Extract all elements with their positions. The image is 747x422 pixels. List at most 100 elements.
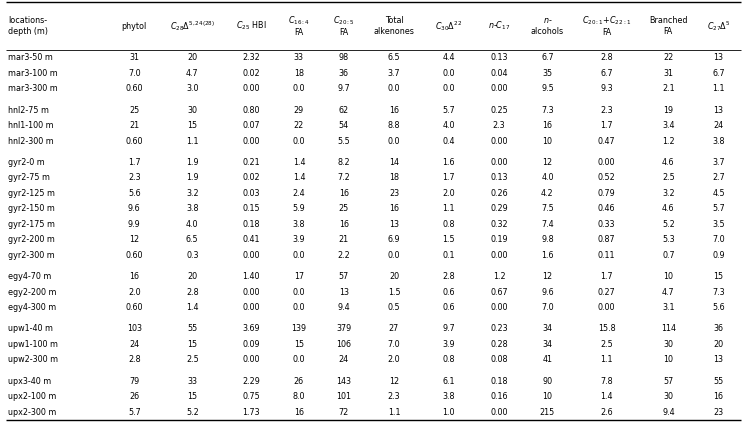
Text: 13: 13 [713, 53, 724, 62]
Text: 0.0: 0.0 [388, 137, 400, 146]
Text: 143: 143 [336, 377, 351, 386]
Text: 0.8: 0.8 [443, 220, 455, 229]
Text: 0.0: 0.0 [293, 288, 306, 297]
Text: 10: 10 [663, 272, 673, 281]
Text: 4.5: 4.5 [713, 189, 725, 198]
Text: $C_{30}\Delta^{22}$: $C_{30}\Delta^{22}$ [436, 19, 462, 33]
Text: 0.18: 0.18 [243, 220, 260, 229]
Text: 6.7: 6.7 [600, 69, 613, 78]
Text: 1.40: 1.40 [243, 272, 260, 281]
Text: 0.00: 0.00 [243, 84, 260, 93]
Text: 0.26: 0.26 [490, 189, 508, 198]
Text: 90: 90 [542, 377, 553, 386]
Text: gyr2-0 m: gyr2-0 m [8, 158, 45, 167]
Text: gyr2-150 m: gyr2-150 m [8, 204, 55, 214]
Text: 0.1: 0.1 [443, 251, 455, 260]
Text: egy4-300 m: egy4-300 m [8, 303, 56, 312]
Text: 2.1: 2.1 [662, 84, 675, 93]
Text: 9.4: 9.4 [338, 303, 350, 312]
Text: 34: 34 [542, 325, 552, 333]
Text: 114: 114 [661, 325, 676, 333]
Text: 1.9: 1.9 [186, 158, 199, 167]
Text: 0.46: 0.46 [598, 204, 616, 214]
Text: 0.87: 0.87 [598, 235, 616, 244]
Text: 0.09: 0.09 [243, 340, 260, 349]
Text: 2.4: 2.4 [293, 189, 306, 198]
Text: 3.0: 3.0 [186, 84, 199, 93]
Text: upx2-100 m: upx2-100 m [8, 392, 56, 401]
Text: 16: 16 [338, 189, 349, 198]
Text: $n$-$C_{17}$: $n$-$C_{17}$ [488, 20, 510, 32]
Text: 0.00: 0.00 [490, 158, 508, 167]
Text: 15.8: 15.8 [598, 325, 616, 333]
Text: 0.9: 0.9 [713, 251, 725, 260]
Text: 12: 12 [542, 272, 553, 281]
Text: 9.6: 9.6 [128, 204, 140, 214]
Text: 21: 21 [338, 235, 349, 244]
Text: 5.7: 5.7 [128, 408, 140, 417]
Text: 26: 26 [129, 392, 140, 401]
Text: 2.5: 2.5 [600, 340, 613, 349]
Text: 4.0: 4.0 [541, 173, 554, 182]
Text: 0.29: 0.29 [490, 204, 508, 214]
Text: 5.5: 5.5 [338, 137, 350, 146]
Text: hnl1-100 m: hnl1-100 m [8, 121, 54, 130]
Text: 2.3: 2.3 [388, 392, 400, 401]
Text: 23: 23 [389, 189, 399, 198]
Text: $C_{20:1}$+$C_{22:1}$
FA: $C_{20:1}$+$C_{22:1}$ FA [582, 15, 631, 38]
Text: 0.5: 0.5 [388, 303, 400, 312]
Text: $C_{16:4}$
FA: $C_{16:4}$ FA [288, 15, 310, 38]
Text: 5.2: 5.2 [186, 408, 199, 417]
Text: 16: 16 [389, 106, 399, 115]
Text: 0.60: 0.60 [125, 137, 143, 146]
Text: 0.27: 0.27 [598, 288, 616, 297]
Text: 0.32: 0.32 [490, 220, 508, 229]
Text: 13: 13 [713, 355, 724, 365]
Text: gyr2-300 m: gyr2-300 m [8, 251, 55, 260]
Text: 20: 20 [389, 272, 399, 281]
Text: 4.7: 4.7 [186, 69, 199, 78]
Text: 0.0: 0.0 [293, 137, 306, 146]
Text: 10: 10 [542, 137, 552, 146]
Text: 7.0: 7.0 [388, 340, 400, 349]
Text: 7.3: 7.3 [541, 106, 554, 115]
Text: 6.5: 6.5 [186, 235, 199, 244]
Text: egy2-200 m: egy2-200 m [8, 288, 57, 297]
Text: 9.6: 9.6 [541, 288, 554, 297]
Text: 7.0: 7.0 [541, 303, 554, 312]
Text: 0.60: 0.60 [125, 251, 143, 260]
Text: 27: 27 [389, 325, 399, 333]
Text: $C_{20:5}$
FA: $C_{20:5}$ FA [333, 15, 355, 38]
Text: 0.0: 0.0 [443, 84, 455, 93]
Text: 16: 16 [129, 272, 139, 281]
Text: gyr2-75 m: gyr2-75 m [8, 173, 50, 182]
Text: 0.21: 0.21 [243, 158, 260, 167]
Text: 0.0: 0.0 [293, 355, 306, 365]
Text: 0.3: 0.3 [186, 251, 199, 260]
Text: 0.15: 0.15 [243, 204, 260, 214]
Text: 2.0: 2.0 [388, 355, 400, 365]
Text: 0.33: 0.33 [598, 220, 616, 229]
Text: Branched
FA: Branched FA [649, 16, 687, 36]
Text: 9.9: 9.9 [128, 220, 140, 229]
Text: 8.0: 8.0 [293, 392, 306, 401]
Text: 29: 29 [294, 106, 304, 115]
Text: $C_{27}\Delta^{5}$: $C_{27}\Delta^{5}$ [707, 19, 731, 33]
Text: 1.1: 1.1 [388, 408, 400, 417]
Text: 0.47: 0.47 [598, 137, 616, 146]
Text: 98: 98 [338, 53, 349, 62]
Text: 24: 24 [713, 121, 724, 130]
Text: 0.03: 0.03 [243, 189, 260, 198]
Text: 20: 20 [713, 340, 724, 349]
Text: 1.2: 1.2 [493, 272, 506, 281]
Text: upx3-40 m: upx3-40 m [8, 377, 52, 386]
Text: 1.0: 1.0 [443, 408, 455, 417]
Text: 4.0: 4.0 [186, 220, 199, 229]
Text: 2.2: 2.2 [338, 251, 350, 260]
Text: 7.0: 7.0 [713, 235, 725, 244]
Text: 7.3: 7.3 [713, 288, 725, 297]
Text: 0.00: 0.00 [598, 303, 616, 312]
Text: 1.4: 1.4 [601, 392, 613, 401]
Text: 4.2: 4.2 [541, 189, 554, 198]
Text: 3.7: 3.7 [388, 69, 400, 78]
